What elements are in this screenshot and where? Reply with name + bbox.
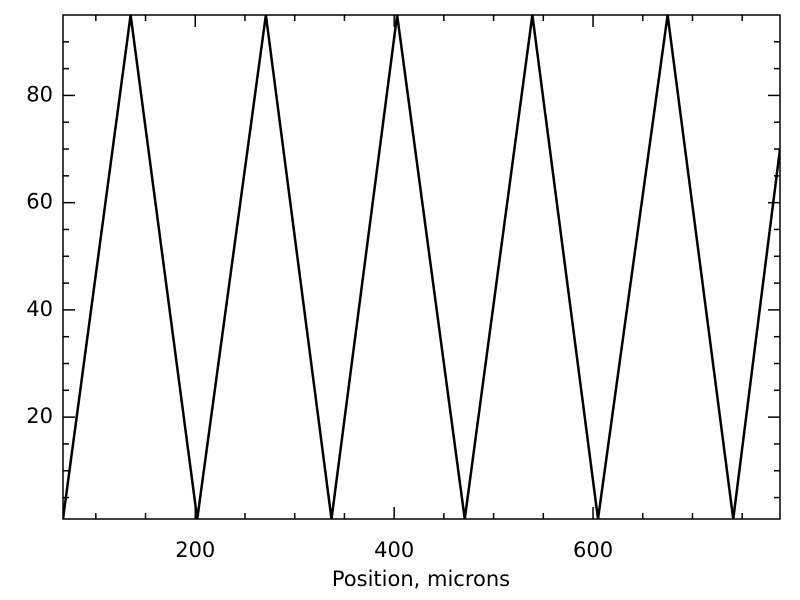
y-tick-label: 60 (26, 190, 53, 214)
x-tick-label: 600 (573, 538, 613, 562)
x-tick-label: 200 (175, 538, 215, 562)
plot-frame (62, 14, 781, 520)
x-tick-label: 400 (374, 538, 414, 562)
line (63, 15, 780, 519)
x-axis-title: Position, microns (332, 567, 510, 591)
y-tick-label: 40 (26, 297, 53, 321)
y-tick-label: 80 (26, 82, 53, 106)
y-tick-label: 20 (26, 404, 53, 428)
